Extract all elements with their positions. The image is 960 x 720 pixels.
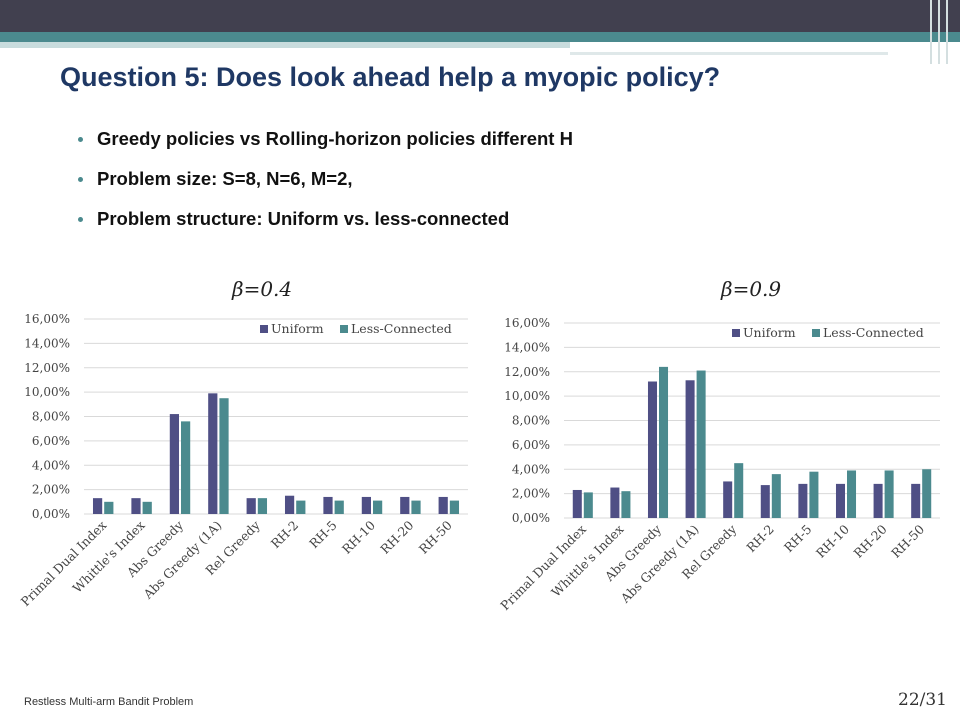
bar-uniform [572,489,582,518]
bar-less-connected [583,492,593,518]
x-category-label: RH-5 [781,522,815,556]
bar-uniform [400,496,410,514]
y-tick-label: 6,00% [512,438,550,452]
bar-uniform [361,496,371,514]
bar-uniform [685,380,695,518]
y-tick-label: 16,00% [24,312,70,326]
y-tick-label: 12,00% [24,361,70,375]
bar-less-connected [373,500,383,514]
y-tick-label: 2,00% [32,483,70,497]
bar-less-connected [296,500,306,514]
bullet-item: Problem structure: Uniform vs. less-conn… [78,208,573,248]
legend-label: Uniform [271,321,324,336]
header-white-stripe [570,42,890,50]
y-tick-label: 4,00% [32,458,70,472]
x-category-label: RH-2 [743,522,777,556]
bar-less-connected [257,498,268,514]
bullet-list: Greedy policies vs Rolling-horizon polic… [78,128,573,248]
bar-less-connected [734,463,744,518]
y-tick-label: 4,00% [512,462,550,476]
legend-swatch [340,325,348,333]
x-category-label: RH-10 [813,521,852,560]
chart-title-left: β=0.4 [232,277,293,301]
bar-uniform [760,485,770,518]
bar-less-connected [334,500,344,514]
bar-uniform [246,498,256,514]
header-light-stripe [0,42,570,48]
x-category-label: RH-5 [306,518,340,552]
y-tick-label: 8,00% [32,410,70,424]
page-number: 22/31 [898,690,947,710]
bar-uniform [911,483,921,518]
x-category-label: RH-10 [339,517,378,556]
bar-less-connected [181,421,191,514]
y-tick-label: 10,00% [24,385,70,399]
bar-less-connected [449,500,460,514]
header-teal-bar [0,32,960,42]
header-dark-bar [0,0,960,32]
x-category-label: RH-2 [268,518,302,552]
legend-swatch [732,329,740,337]
bar-uniform [873,483,883,518]
bar-uniform [92,498,103,514]
bar-less-connected [809,471,819,518]
bar-less-connected [922,469,932,518]
bar-less-connected [219,398,229,514]
bar-chart-beta-0-9: 0,00% 2,00% 4,00% 6,00% 8,00% 10,00% 12,00% 14,… [497,316,940,613]
y-tick-label: 0,00% [32,507,70,521]
bar-less-connected [884,470,894,518]
chart-title-right: β=0.9 [721,277,782,301]
bar-uniform [723,481,733,518]
bar-uniform [835,483,845,518]
bar-uniform [610,487,620,518]
x-category-label: RH-20 [377,517,416,556]
y-tick-label: 12,00% [504,365,550,379]
y-tick-label: 0,00% [512,511,550,525]
bar-uniform [284,495,295,514]
y-tick-label: 14,00% [24,336,70,350]
y-tick-label: 14,00% [504,340,550,354]
header-vertical-stripe [938,0,940,64]
bar-uniform [169,414,179,514]
legend-label: Less-Connected [823,325,924,340]
y-tick-label: 6,00% [32,434,70,448]
bar-less-connected [771,474,781,518]
y-tick-label: 8,00% [512,414,550,428]
y-tick-label: 2,00% [512,487,550,501]
bar-uniform [131,498,141,514]
bar-chart-beta-0-4: 0,00% 2,00% 4,00% 6,00% 8,00% 10,00% 12,00% 14,… [18,312,468,609]
bar-less-connected [104,501,114,514]
bar-uniform [438,496,448,514]
bar-less-connected [847,470,857,518]
bar-uniform [208,393,218,514]
header-white-stripe-thin [570,52,888,55]
bar-less-connected [621,491,631,518]
bullet-item: Greedy policies vs Rolling-horizon polic… [78,128,573,168]
legend-swatch [812,329,820,337]
y-tick-label: 16,00% [504,316,550,330]
bar-less-connected [659,366,669,518]
bar-less-connected [142,501,152,514]
bar-less-connected [696,370,706,518]
x-category-label: RH-50 [888,521,927,560]
legend-label: Less-Connected [351,321,452,336]
header-vertical-stripe [930,0,932,64]
slide-title: Question 5: Does look ahead help a myopi… [60,62,721,92]
legend-swatch [260,325,268,333]
bar-less-connected [411,500,421,514]
legend-label: Uniform [743,325,796,340]
y-tick-label: 10,00% [504,389,550,403]
bar-uniform [798,483,808,518]
bar-uniform [647,381,657,518]
header-vertical-stripe [946,0,948,64]
x-category-label: RH-50 [416,517,455,556]
bullet-item: Problem size: S=8, N=6, M=2, [78,168,573,208]
bar-uniform [323,496,333,514]
x-category-label: RH-20 [851,521,890,560]
footer-text: Restless Multi-arm Bandit Problem [24,696,194,708]
